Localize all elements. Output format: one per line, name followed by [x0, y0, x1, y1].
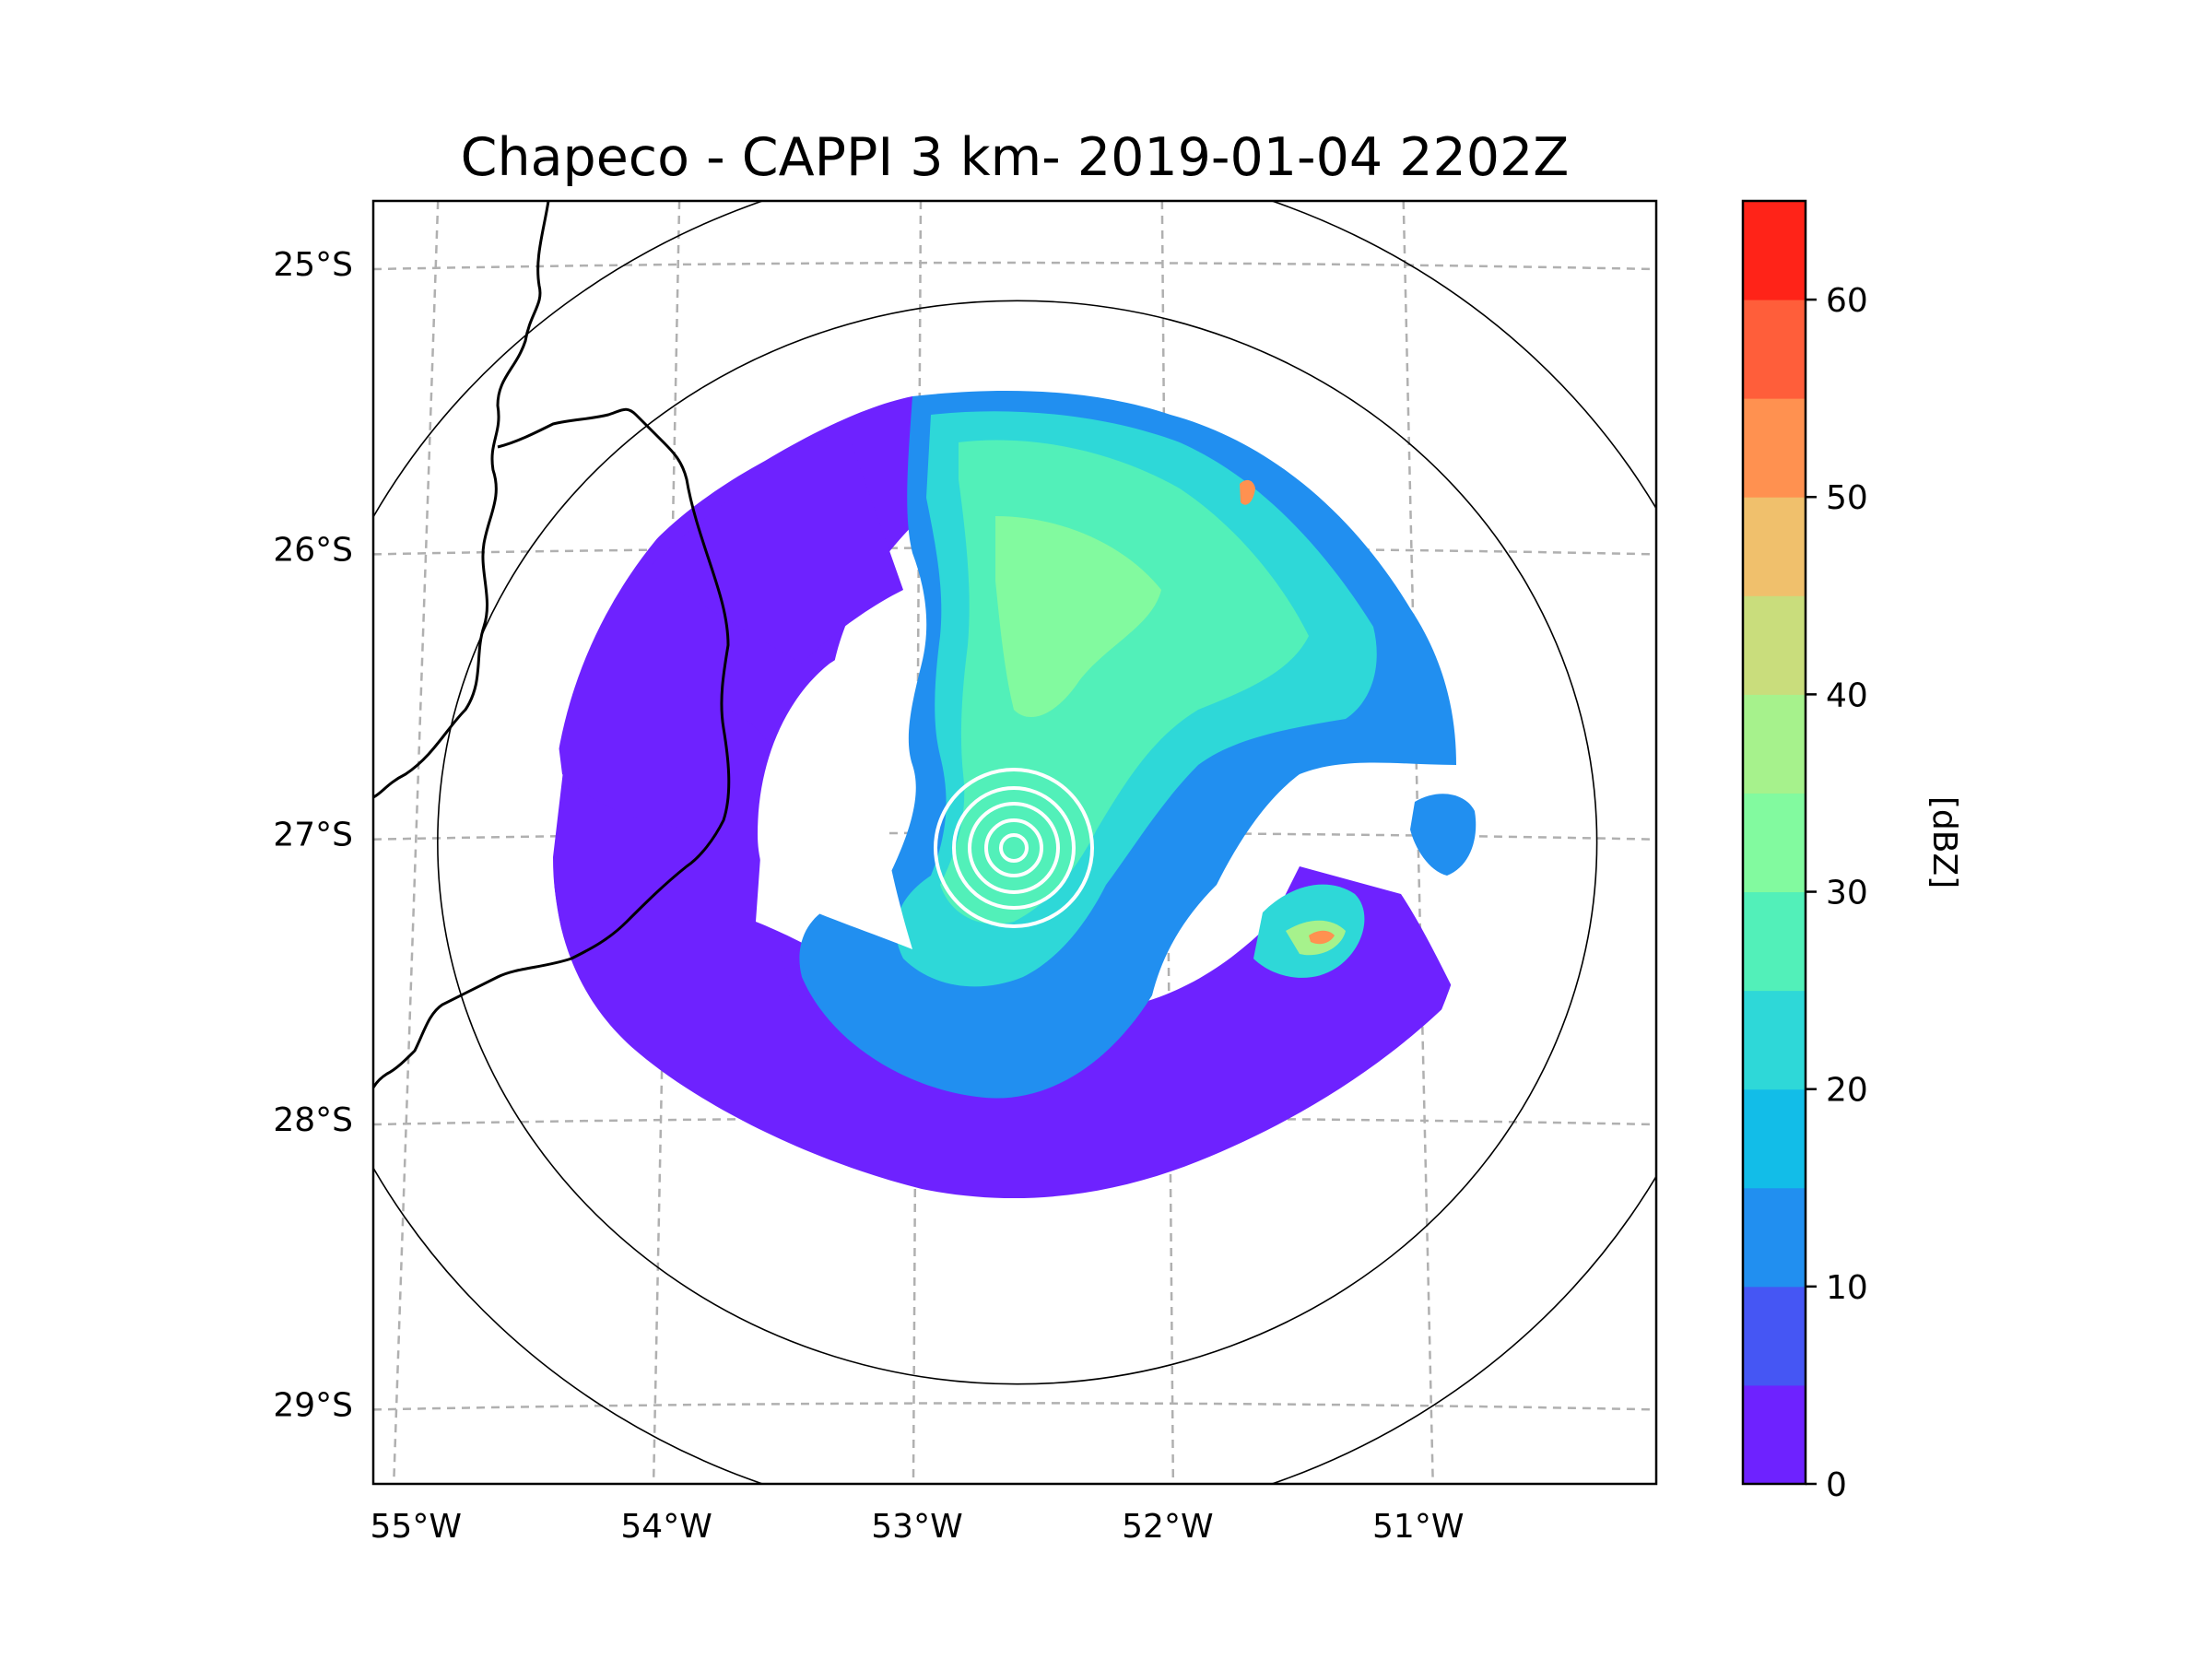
colorbar-tick-label: 20	[1826, 1072, 1868, 1110]
colorbar-band	[1743, 201, 1806, 300]
echo-strong-lightgreen	[995, 516, 1161, 718]
colorbar-label: [dBZ]	[1925, 796, 1963, 888]
lon-tick-label: 51°W	[1372, 1508, 1464, 1546]
lat-tick-label: 29°S	[273, 1386, 353, 1424]
colorbar-band	[1743, 595, 1806, 695]
colorbar-tick-label: 40	[1826, 677, 1868, 714]
border-misiones	[373, 407, 731, 1088]
meridian-gridline	[392, 201, 440, 1484]
no-echo-wedge	[758, 636, 912, 949]
reflectivity-field	[553, 391, 1477, 1198]
colorbar-band	[1743, 1384, 1806, 1485]
colorbar-band	[1743, 793, 1806, 893]
clutter-rings	[934, 768, 1094, 928]
colorbar-bands	[1743, 201, 1806, 1485]
colorbar-band	[1743, 497, 1806, 596]
map-content	[373, 201, 1656, 1484]
lat-tick-label: 27°S	[273, 817, 353, 854]
echo-weak-west	[553, 687, 774, 834]
colorbar-band	[1743, 891, 1806, 992]
colorbar-tick-label: 10	[1826, 1269, 1868, 1307]
chart-title: Chapeco - CAPPI 3 km- 2019-01-04 2202Z	[461, 127, 1570, 188]
lon-tick-label: 53°W	[871, 1508, 962, 1546]
colorbar-ticks: 0 10 20 30 40 50 60	[1806, 282, 1868, 1504]
parallel-gridline	[373, 1402, 1656, 1411]
colorbar-band	[1743, 694, 1806, 794]
echo-weak-northwest	[645, 433, 903, 664]
lon-tick-label: 55°W	[371, 1508, 462, 1546]
lat-tick-label: 28°S	[273, 1101, 353, 1139]
echo-east-max	[1309, 930, 1335, 945]
lon-tick-label: 52°W	[1122, 1508, 1213, 1546]
echo-far-east	[1410, 794, 1477, 876]
colorbar-tick-label: 0	[1826, 1466, 1847, 1504]
colorbar-tick-label: 60	[1826, 282, 1868, 320]
echo-northeast-cell	[1240, 479, 1255, 505]
colorbar-band	[1743, 1286, 1806, 1386]
parallel-gridline	[373, 261, 1656, 271]
colorbar-band	[1743, 300, 1806, 399]
colorbar-tick-label: 30	[1826, 875, 1868, 912]
colorbar: 0 10 20 30 40 50 60 [dBZ]	[1741, 199, 1963, 1504]
political-borders	[373, 201, 731, 1088]
range-rings	[373, 201, 1656, 1484]
lat-tick-label: 25°S	[273, 246, 353, 284]
lon-axis-labels: 55°W 54°W 53°W 52°W 51°W	[371, 1508, 1465, 1546]
map-axes: 25°S 26°S 27°S 28°S 29°S 55°W 54°W 53°W …	[273, 199, 1658, 1546]
colorbar-band	[1743, 398, 1806, 498]
colorbar-tick-label: 50	[1826, 479, 1868, 517]
colorbar-band	[1743, 990, 1806, 1090]
colorbar-frame	[1741, 199, 1807, 1486]
colorbar-band	[1743, 1088, 1806, 1189]
lon-tick-label: 54°W	[620, 1508, 712, 1546]
lat-axis-labels: 25°S 26°S 27°S 28°S 29°S	[273, 246, 353, 1424]
map-frame	[371, 199, 1658, 1486]
colorbar-band	[1743, 1187, 1806, 1288]
border-argentina-brazil	[373, 201, 550, 799]
range-ring	[437, 300, 1598, 1385]
lat-tick-label: 26°S	[273, 531, 353, 569]
